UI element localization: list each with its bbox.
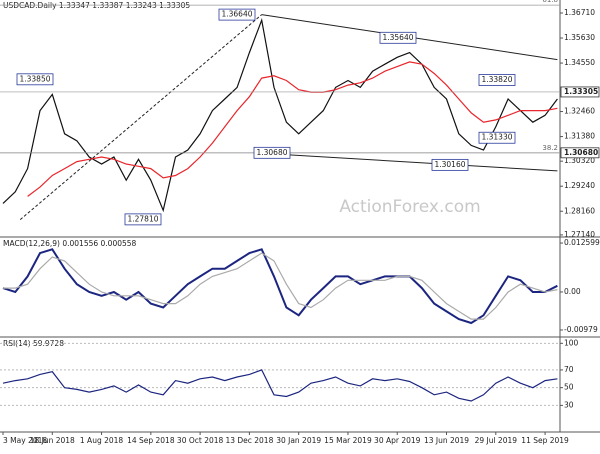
y-tick-label: 1.34550 xyxy=(564,58,595,67)
series-line xyxy=(27,61,558,197)
x-tick-label: 15 Mar 2019 xyxy=(324,436,372,445)
y-tick-label: 0.00 xyxy=(564,287,581,296)
annotation-label: 1.31330 xyxy=(481,133,512,142)
price-marker xyxy=(560,86,600,98)
x-tick-label: 11 Sep 2019 xyxy=(521,436,569,445)
x-tick-label: 1 Aug 2018 xyxy=(80,436,123,445)
annotation-box xyxy=(124,213,162,226)
series-line xyxy=(2,248,558,325)
y-tick-label: 0.012599 xyxy=(564,238,600,247)
x-tick-label: 30 Apr 2019 xyxy=(374,436,421,445)
annotation-box xyxy=(16,73,54,86)
y-tick-label: 1.30320 xyxy=(564,156,595,165)
y-tick-label: -0.00979 xyxy=(564,325,598,334)
x-tick-label: 3 May 2018 xyxy=(3,436,47,445)
y-tick-label: 1.28160 xyxy=(564,206,595,215)
x-tick-label: 14 Sep 2018 xyxy=(127,436,175,445)
y-tick-label: 1.32460 xyxy=(564,107,595,116)
series-line xyxy=(2,17,558,213)
price-marker-label: 1.30680 xyxy=(564,148,598,157)
annotation-label: 1.30160 xyxy=(434,160,465,169)
x-tick-label: 30 Oct 2018 xyxy=(177,436,224,445)
y-tick-label: 1.29240 xyxy=(564,181,595,190)
y-tick-label: 1.27140 xyxy=(564,230,595,239)
trend-line xyxy=(255,152,558,172)
annotation-label: 1.27810 xyxy=(127,214,158,223)
y-tick-label: 70 xyxy=(564,365,574,374)
annotation-label: 1.33850 xyxy=(19,74,50,83)
x-tick-label: 29 Jul 2019 xyxy=(475,436,518,445)
annotation-box xyxy=(431,158,469,171)
y-tick-label: 1.31380 xyxy=(564,132,595,141)
fib-label: 61.8 xyxy=(542,0,558,4)
annotation-box xyxy=(478,74,516,86)
annotation-label: 1.33820 xyxy=(481,75,512,84)
series-line xyxy=(3,252,558,320)
x-tick-label: 30 Jan 2019 xyxy=(276,436,321,445)
x-tick-label: 13 Jun 2019 xyxy=(424,436,469,445)
annotation-label: 1.36640 xyxy=(221,10,252,19)
y-tick-label: 1.36710 xyxy=(564,8,595,17)
price-marker xyxy=(560,147,600,159)
price-marker-label: 1.33305 xyxy=(564,87,598,96)
annotation-box xyxy=(379,31,417,44)
annotation-box xyxy=(218,8,256,21)
fib-label: 38.2 xyxy=(542,144,558,152)
x-tick-label: 13 Dec 2018 xyxy=(225,436,273,445)
trend-line xyxy=(19,14,263,220)
pane-title: MACD(12,26,9) 0.001556 0.000558 xyxy=(3,239,137,248)
y-tick-label: 100 xyxy=(564,338,579,347)
y-tick-label: 50 xyxy=(564,383,574,392)
x-tick-label: 18 Jun 2018 xyxy=(30,436,75,445)
watermark: ActionForex.com xyxy=(339,197,480,217)
y-tick-label: 30 xyxy=(564,400,574,409)
annotation-box xyxy=(253,146,291,159)
y-tick-label: 1.35630 xyxy=(564,33,595,42)
annotation-box xyxy=(478,131,516,144)
annotation-label: 1.30680 xyxy=(256,148,287,157)
series-line xyxy=(2,369,558,402)
annotation-label: 1.35640 xyxy=(382,33,413,42)
